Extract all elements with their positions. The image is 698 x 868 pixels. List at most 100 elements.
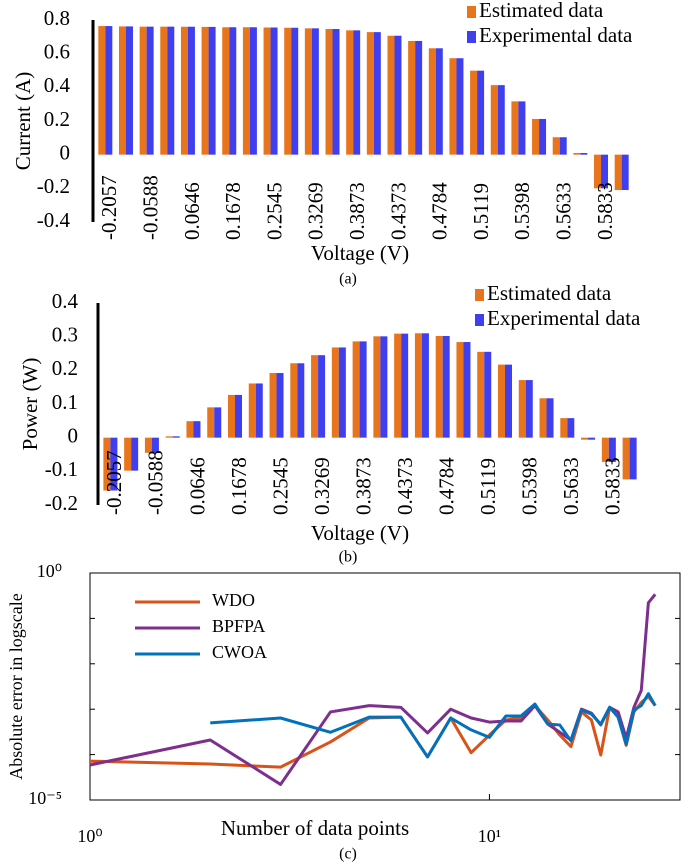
legend-label: Experimental data xyxy=(479,23,633,47)
bar xyxy=(539,118,547,155)
bar xyxy=(511,101,519,155)
x-tick-label: -0.2057 xyxy=(97,175,121,240)
y-tick-label: 0.4 xyxy=(52,289,79,313)
x-tick-label: 0.3873 xyxy=(345,182,369,240)
bar xyxy=(601,437,609,462)
legend-swatch xyxy=(467,6,476,18)
bar xyxy=(414,333,422,438)
x-tick-label: 0.5833 xyxy=(593,182,617,240)
y-tick-label: 0.3 xyxy=(52,322,78,346)
x-tick-label: 0.5398 xyxy=(510,182,534,240)
bar xyxy=(394,333,402,438)
bar xyxy=(186,421,194,438)
bar xyxy=(401,333,409,438)
y-tick-label: -0.4 xyxy=(37,208,71,232)
bar xyxy=(103,437,111,491)
bar xyxy=(311,28,319,155)
line-series xyxy=(210,692,657,759)
bar xyxy=(201,26,209,155)
bar xyxy=(214,407,222,438)
x-tick-label: 0.4373 xyxy=(386,182,410,240)
bar xyxy=(477,351,485,438)
bar xyxy=(193,421,201,438)
x-tick-label: 0.4373 xyxy=(393,457,417,515)
bar xyxy=(373,336,381,438)
bar xyxy=(428,48,436,155)
bar xyxy=(255,383,263,438)
bar xyxy=(304,28,312,155)
bar xyxy=(456,342,464,438)
bar xyxy=(552,137,560,155)
x-tick-label: -0.2057 xyxy=(102,450,126,515)
bar xyxy=(608,437,616,462)
caption: (c) xyxy=(339,846,357,863)
bar xyxy=(622,437,630,480)
bar xyxy=(263,27,271,155)
bar xyxy=(187,26,195,155)
legend-swatch xyxy=(467,31,476,43)
bar xyxy=(229,27,237,155)
bar xyxy=(235,394,242,438)
bar xyxy=(276,373,284,438)
bar xyxy=(105,26,113,155)
bar xyxy=(290,363,298,438)
bar xyxy=(518,101,526,155)
bar xyxy=(180,26,188,155)
bar xyxy=(338,347,346,438)
bar xyxy=(311,355,319,438)
bar xyxy=(249,27,257,155)
bar xyxy=(325,29,333,155)
bar xyxy=(435,48,443,155)
bar xyxy=(110,437,118,491)
bar xyxy=(539,398,547,438)
x-tick-label: 0.1678 xyxy=(227,457,251,515)
y-tick-label: -0.2 xyxy=(37,174,70,198)
bar xyxy=(525,380,533,438)
y-tick-label: 10⁻⁵ xyxy=(28,788,62,808)
bar xyxy=(208,26,216,155)
legend-label: Experimental data xyxy=(487,306,641,330)
x-tick-label: 0.2545 xyxy=(268,457,292,515)
y-tick-label: 0.8 xyxy=(44,6,70,30)
bar xyxy=(532,118,540,155)
y-tick-label: 0.2 xyxy=(44,107,70,131)
bar xyxy=(222,27,230,155)
bar xyxy=(601,154,609,189)
bar xyxy=(580,152,588,155)
x-tick-label: 0.5119 xyxy=(476,458,500,515)
y-tick-label: 0 xyxy=(60,140,71,164)
x-tick-label: 0.5398 xyxy=(518,457,542,515)
bar xyxy=(346,30,354,155)
legend-label: Estimated data xyxy=(487,281,612,305)
bar xyxy=(573,152,581,155)
bar xyxy=(242,27,250,155)
x-tick-label: 0.4784 xyxy=(428,182,452,240)
bar xyxy=(518,380,526,438)
bar xyxy=(546,398,554,438)
bar xyxy=(125,26,133,155)
bar xyxy=(629,437,637,480)
x-tick-label: 0.5833 xyxy=(601,457,625,515)
bar xyxy=(332,29,340,155)
bar xyxy=(139,26,147,155)
y-tick-label: -0.1 xyxy=(45,457,78,481)
bar xyxy=(435,335,443,438)
x-tick-label: 0.1678 xyxy=(221,182,245,240)
x-tick-label: 10¹ xyxy=(478,826,501,846)
x-tick-label: 0.3269 xyxy=(310,457,334,515)
x-tick-label: 0.4784 xyxy=(435,457,459,515)
bar xyxy=(118,26,126,155)
bar xyxy=(131,437,139,471)
x-tick-label: 0.3873 xyxy=(351,457,375,515)
bar xyxy=(228,394,235,438)
bar xyxy=(146,26,154,155)
bar xyxy=(270,27,278,155)
x-axis-title: Voltage (V) xyxy=(311,521,409,545)
bar xyxy=(165,436,173,438)
bar xyxy=(167,26,175,155)
y-tick-label: 0.1 xyxy=(52,390,78,414)
x-tick-label: -0.0588 xyxy=(138,175,162,240)
x-tick-label: 0.2545 xyxy=(262,182,286,240)
legend-label: CWOA xyxy=(212,642,267,662)
x-tick-label: 0.5119 xyxy=(469,183,493,240)
